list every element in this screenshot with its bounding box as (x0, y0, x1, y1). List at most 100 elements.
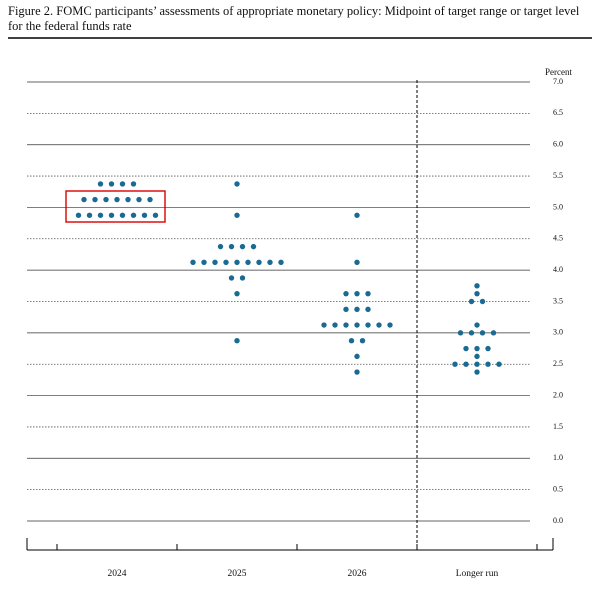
dot (130, 212, 137, 218)
x-tick-label: 2024 (108, 569, 127, 579)
highlight-box (65, 190, 166, 223)
dot (457, 330, 464, 336)
dot (354, 353, 360, 360)
dot (354, 322, 360, 328)
dot (92, 196, 98, 203)
y-tick-label: 0.0 (553, 516, 563, 525)
dot (365, 322, 371, 328)
dot (474, 361, 480, 367)
dot (463, 361, 469, 367)
dot (228, 243, 235, 250)
dot (108, 181, 115, 187)
dot (75, 212, 82, 218)
y-tick-label: 3.5 (553, 296, 563, 305)
dot (147, 196, 153, 203)
dot (86, 212, 93, 218)
dot (256, 259, 262, 266)
dot (343, 306, 349, 313)
y-tick-label: 5.0 (553, 202, 563, 211)
dot (212, 259, 218, 266)
dot (141, 212, 148, 218)
dot (228, 275, 235, 281)
dot (348, 337, 355, 344)
dot (485, 361, 491, 367)
dot (201, 259, 207, 266)
dot (490, 330, 497, 336)
dot (468, 330, 475, 336)
dot (108, 212, 115, 218)
dot (119, 181, 126, 187)
dot (452, 361, 458, 367)
y-tick-label: 4.5 (553, 234, 563, 243)
y-tick-label: 2.5 (553, 359, 563, 368)
dot (474, 345, 480, 352)
dot (114, 196, 120, 203)
y-tick-label: 2.0 (553, 390, 563, 399)
dot (152, 212, 159, 218)
y-tick-label: 4.0 (553, 265, 563, 274)
y-tick-label: 1.5 (553, 422, 563, 431)
dot (479, 330, 486, 336)
dot (496, 361, 502, 367)
dot (239, 275, 246, 281)
dot (354, 369, 360, 375)
dot (365, 306, 371, 313)
dot (190, 259, 196, 266)
y-axis-label: Percent (545, 67, 572, 77)
dot (278, 259, 284, 266)
dot (474, 322, 480, 328)
dot (376, 322, 382, 328)
dot (485, 345, 491, 352)
dot (354, 212, 360, 218)
y-tick-label: 5.5 (553, 171, 563, 180)
dot (359, 337, 366, 344)
dot (234, 290, 240, 297)
dot (97, 212, 104, 218)
dot (217, 243, 224, 250)
y-tick-label: 0.5 (553, 484, 563, 493)
dot (332, 322, 338, 328)
dot (234, 259, 240, 266)
dot (245, 259, 251, 266)
dot (136, 196, 142, 203)
dot (103, 196, 109, 203)
dot (234, 212, 240, 218)
dot (81, 196, 87, 203)
dot (387, 322, 393, 328)
dot (354, 290, 360, 297)
x-tick-label: 2026 (348, 569, 367, 579)
dot (234, 337, 240, 344)
y-tick-label: 7.0 (553, 77, 563, 86)
dot (468, 298, 475, 305)
dot (267, 259, 273, 266)
dot (479, 298, 486, 305)
dot (97, 181, 104, 187)
dot (119, 212, 126, 218)
dot (474, 283, 480, 289)
dot (354, 259, 360, 266)
dot (321, 322, 327, 328)
y-tick-label: 6.5 (553, 108, 563, 117)
x-tick-label: Longer run (456, 569, 499, 579)
y-tick-label: 1.0 (553, 453, 563, 462)
dot (250, 243, 257, 250)
dot (474, 353, 480, 360)
dot (343, 322, 349, 328)
dot (343, 290, 349, 297)
dot (125, 196, 131, 203)
x-tick-label: 2025 (228, 569, 247, 579)
dot (354, 306, 360, 313)
dot (130, 181, 137, 187)
dot (474, 369, 480, 375)
y-tick-label: 3.0 (553, 328, 563, 337)
y-tick-label: 6.0 (553, 140, 563, 149)
dot (474, 290, 480, 297)
chart-title: Figure 2. FOMC participants’ assessments… (8, 4, 580, 33)
dot (239, 243, 246, 250)
dot (223, 259, 229, 266)
dot (463, 345, 469, 352)
dot (365, 290, 371, 297)
dot (234, 181, 240, 187)
